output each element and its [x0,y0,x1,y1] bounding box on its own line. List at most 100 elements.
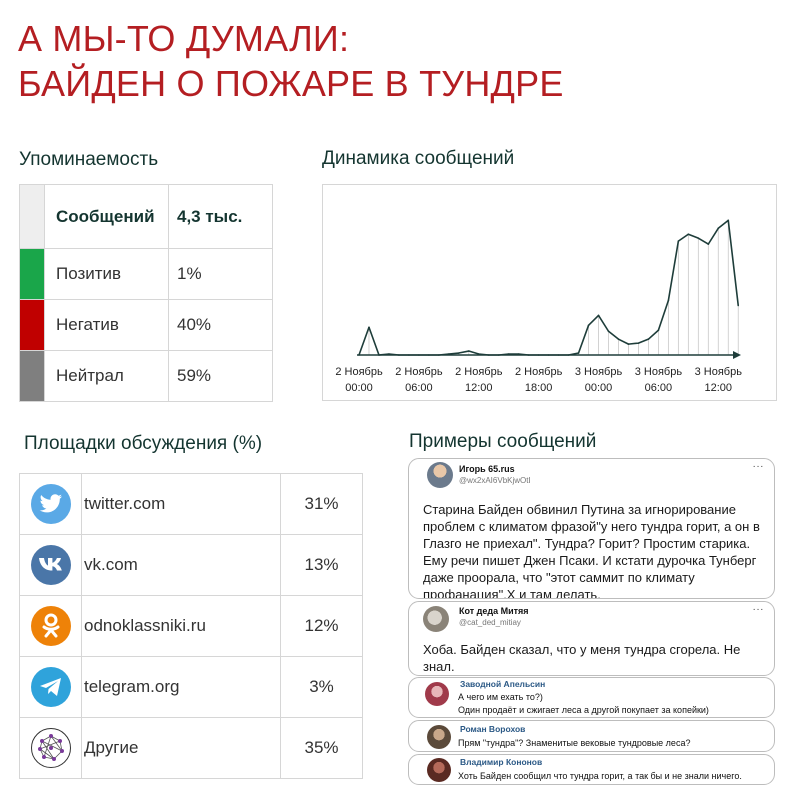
data-point [727,219,730,222]
tick-label-date: 2 Ноябрь [515,366,563,378]
mentions-heading: Упоминаемость [19,149,159,170]
positive-value: 1% [168,248,273,300]
platform-row-other: Другие 35% [19,717,363,779]
data-point [677,240,680,242]
comment-line-2: Один продаёт и сжигает леса а другой пок… [458,705,709,715]
positive-label: Позитив [44,248,169,300]
data-point [438,354,440,356]
mentions-header-row: Сообщений 4,3 тыс. [19,184,273,249]
mentions-table: Сообщений 4,3 тыс. Позитив 1% Негатив 40… [19,184,273,402]
comment-line-1: А чего им ехать то?) [458,692,543,702]
data-point [388,353,390,355]
tweet-card-2[interactable]: Кот деда Митяя @cat_ded_mitiay ··· Хоба.… [408,601,775,676]
header-swatch [19,184,45,249]
telegram-icon [30,667,71,707]
more-options-icon[interactable]: ··· [752,461,764,472]
data-point [697,237,700,239]
platform-row-twitter: twitter.com 31% [19,473,363,535]
author-name: Заводной Апельсин [460,679,546,689]
avatar [427,758,451,782]
data-point [428,354,430,356]
data-point [418,354,420,356]
data-point [737,304,740,307]
negative-label: Негатив [44,299,169,351]
platform-row-odnoklassniki: odnoklassniki.ru 12% [19,595,363,657]
comment-line-1: Хоть Байден сообщил что тундра горит, а … [458,771,742,781]
data-point [547,354,550,356]
tick-label-date: 2 Ноябрь [335,366,383,378]
tick-label-date: 3 Ноябрь [575,366,623,378]
tick-label-time: 06:00 [645,382,673,394]
data-point [577,352,580,354]
tick-label-time: 00:00 [345,382,373,394]
tick-label-time: 06:00 [405,382,433,394]
data-point [717,227,720,230]
comment-line-1: Прям "тундра"? Знаменитые вековые тундро… [458,738,691,748]
tweet-card-1[interactable]: Игорь 65.rus @wx2xAI6VbKjwOtI ··· Старин… [408,458,775,599]
avatar [427,725,451,749]
avatar [425,682,449,706]
platform-percent: 13% [280,534,363,596]
mentions-row-neutral: Нейтрал 59% [19,350,273,402]
data-point [507,353,510,355]
author-name: Кот деда Митяя [459,606,529,616]
data-point [448,353,450,355]
messages-series-line [358,219,740,356]
platform-name: Другие [81,717,281,779]
post-text: Старина Байден обвинил Путина за игнорир… [423,502,760,599]
negative-swatch [19,299,45,351]
data-point [497,354,500,356]
data-point [477,353,480,355]
title-line-1: А МЫ-ТО ДУМАЛИ: [18,18,350,59]
data-point [617,338,620,340]
tick-label-date: 3 Ноябрь [635,366,683,378]
examples-heading: Примеры сообщений [409,431,597,452]
messages-count: 4,3 тыс. [168,184,273,249]
dynamics-heading: Динамика сообщений [322,148,515,169]
tick-label-date: 2 Ноябрь [395,366,443,378]
more-options-icon[interactable]: ··· [752,604,764,615]
tick-label-time: 12:00 [705,382,733,394]
author-name: Роман Ворохов [460,724,526,734]
data-point [627,343,630,345]
data-point [487,354,490,356]
positive-swatch [19,248,45,300]
neutral-label: Нейтрал [44,350,169,402]
data-point [458,352,460,354]
data-point [537,354,540,356]
mentions-row-negative: Негатив 40% [19,299,273,351]
tick-label-time: 12:00 [465,382,493,394]
data-point [557,354,560,356]
vk-comment-card-3[interactable]: Владимир Кононов Хоть Байден сообщил что… [408,754,775,785]
data-point [527,354,530,356]
data-point [368,326,370,329]
data-point [707,243,710,245]
title-line-2: БАЙДЕН О ПОЖАРЕ В ТУНДРЕ [18,63,564,104]
avatar [423,606,449,632]
platform-percent: 3% [280,656,363,718]
odnoklassniki-icon [30,606,71,646]
data-point [517,353,520,355]
author-name: Владимир Кононов [460,757,543,767]
data-point [587,324,590,327]
vk-icon [30,545,71,585]
x-axis-arrow [733,351,741,359]
vk-comment-card-2[interactable]: Роман Ворохов Прям "тундра"? Знаменитые … [408,720,775,752]
neutral-swatch [19,350,45,402]
data-point [667,299,670,302]
platform-row-telegram: telegram.org 3% [19,656,363,718]
data-point [597,314,600,317]
data-point [378,354,380,356]
data-point [607,330,610,333]
post-text: Хоба. Байден сказал, что у меня тундра с… [423,642,741,674]
twitter-icon [30,484,71,524]
page-title: А МЫ-ТО ДУМАЛИ: БАЙДЕН О ПОЖАРЕ В ТУНДРЕ [18,16,564,106]
avatar [427,462,453,488]
platform-percent: 31% [280,473,363,535]
author-name: Игорь 65.rus [459,464,515,474]
vk-comment-card-1[interactable]: Заводной Апельсин А чего им ехать то?) О… [408,677,775,718]
data-point [398,354,400,356]
data-point [687,233,690,236]
data-point [408,354,410,356]
data-point [567,354,570,356]
